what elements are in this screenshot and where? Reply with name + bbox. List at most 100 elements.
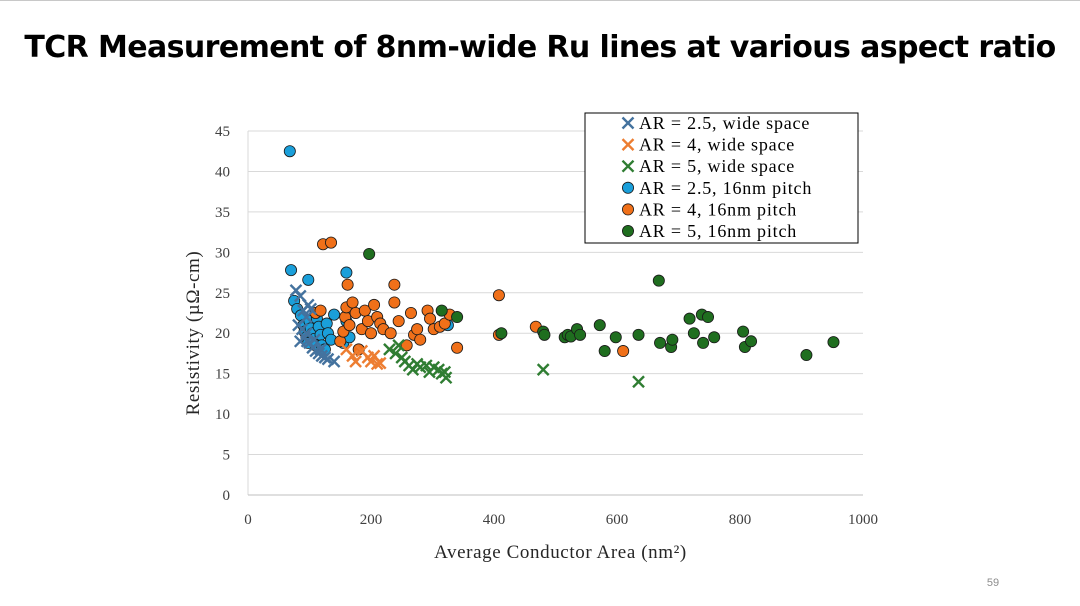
- series-4: [309, 236, 630, 358]
- data-point: [392, 315, 405, 328]
- data-point: [424, 312, 437, 325]
- data-point: [632, 375, 645, 389]
- data-point: [314, 343, 327, 356]
- y-tick-label: 10: [215, 407, 230, 423]
- data-point: [687, 327, 700, 340]
- x-stroke: [370, 357, 384, 371]
- axes: [247, 131, 863, 496]
- data-point: [325, 236, 338, 249]
- y-tick-label: 25: [215, 286, 230, 302]
- x-axis-title: Average Conductor Area (nm²): [434, 542, 687, 563]
- y-tick-label: 45: [215, 124, 230, 140]
- x-stroke: [427, 360, 441, 374]
- series-5: [363, 247, 840, 362]
- x-tick-label: 600: [606, 512, 629, 528]
- data-point: [451, 311, 464, 324]
- x-stroke: [439, 371, 453, 385]
- y-tick-label: 40: [215, 164, 230, 180]
- data-point: [609, 331, 622, 344]
- x-stroke: [536, 363, 550, 376]
- top-border: [0, 0, 1080, 1]
- legend-item: AR = 2.5, 16nm pitch: [622, 178, 812, 198]
- data-point: [652, 274, 665, 287]
- legend-marker: [622, 203, 635, 216]
- data-point: [495, 327, 508, 340]
- y-tick-label: 30: [215, 245, 230, 261]
- legend-label: AR = 4, wide space: [639, 135, 795, 155]
- data-point: [617, 345, 630, 358]
- x-stroke: [308, 333, 321, 347]
- legend-item: AR = 2.5, wide space: [621, 113, 810, 133]
- y-tick-label: 5: [223, 448, 231, 464]
- y-tick-label: 35: [215, 205, 230, 221]
- x-tick-label: 1000: [848, 512, 878, 528]
- data-point: [666, 333, 679, 346]
- data-point: [392, 339, 406, 352]
- data-point: [404, 306, 417, 319]
- data-point: [363, 247, 376, 260]
- series-0: [289, 284, 341, 368]
- data-point: [328, 308, 341, 321]
- x-stroke: [346, 349, 359, 363]
- data-point: [364, 327, 377, 340]
- x-stroke: [300, 326, 313, 340]
- x-stroke: [621, 159, 635, 173]
- x-stroke: [392, 339, 406, 352]
- x-stroke: [367, 349, 381, 363]
- legend-marker: [621, 116, 635, 130]
- data-point: [411, 323, 424, 336]
- data-point: [827, 336, 840, 349]
- x-stroke: [389, 347, 402, 360]
- data-point: [346, 296, 359, 309]
- legend-box: [584, 112, 859, 244]
- data-point: [388, 278, 401, 291]
- data-point: [341, 278, 354, 291]
- series-2: [383, 339, 645, 389]
- legend-item: AR = 4, 16nm pitch: [622, 199, 797, 219]
- data-point: [400, 339, 413, 352]
- legend-label: AR = 2.5, wide space: [639, 113, 810, 133]
- legend-label: AR = 2.5, 16nm pitch: [639, 178, 812, 198]
- x-stroke: [293, 289, 307, 303]
- data-point: [283, 145, 296, 158]
- data-point: [343, 319, 356, 332]
- data-point: [327, 355, 341, 368]
- data-point: [314, 304, 327, 317]
- x-tick-label: 400: [483, 512, 506, 528]
- data-point: [708, 331, 721, 344]
- legend-label: AR = 5, wide space: [639, 156, 795, 176]
- data-point: [414, 333, 427, 346]
- x-stroke: [293, 334, 307, 348]
- y-axis-title: Resistivity (µΩ-cm): [183, 251, 204, 416]
- x-stroke: [321, 352, 335, 366]
- data-point: [340, 266, 353, 279]
- legend-marker: [621, 159, 635, 173]
- data-point: [745, 335, 758, 348]
- data-point: [574, 328, 587, 341]
- x-stroke: [621, 116, 635, 130]
- data-point: [632, 328, 645, 341]
- x-stroke: [373, 356, 387, 370]
- data-point: [302, 273, 315, 286]
- data-point: [304, 302, 318, 316]
- x-stroke: [327, 355, 341, 368]
- data-point: [388, 296, 401, 309]
- data-point: [370, 357, 384, 371]
- y-tick-label: 20: [215, 326, 230, 342]
- x-stroke: [438, 365, 452, 379]
- legend-marker: [622, 224, 635, 237]
- page-number: 59: [986, 577, 1000, 589]
- data-point: [492, 289, 505, 302]
- data-point: [349, 355, 362, 368]
- series-1: [340, 343, 387, 371]
- data-point: [435, 304, 448, 317]
- legend-label: AR = 4, 16nm pitch: [639, 199, 797, 219]
- legend-item: AR = 4, wide space: [621, 135, 795, 155]
- x-tick-label: 0: [244, 512, 252, 528]
- data-point: [285, 264, 298, 277]
- x-stroke: [314, 343, 327, 356]
- data-point: [593, 319, 606, 332]
- data-points: [283, 145, 840, 389]
